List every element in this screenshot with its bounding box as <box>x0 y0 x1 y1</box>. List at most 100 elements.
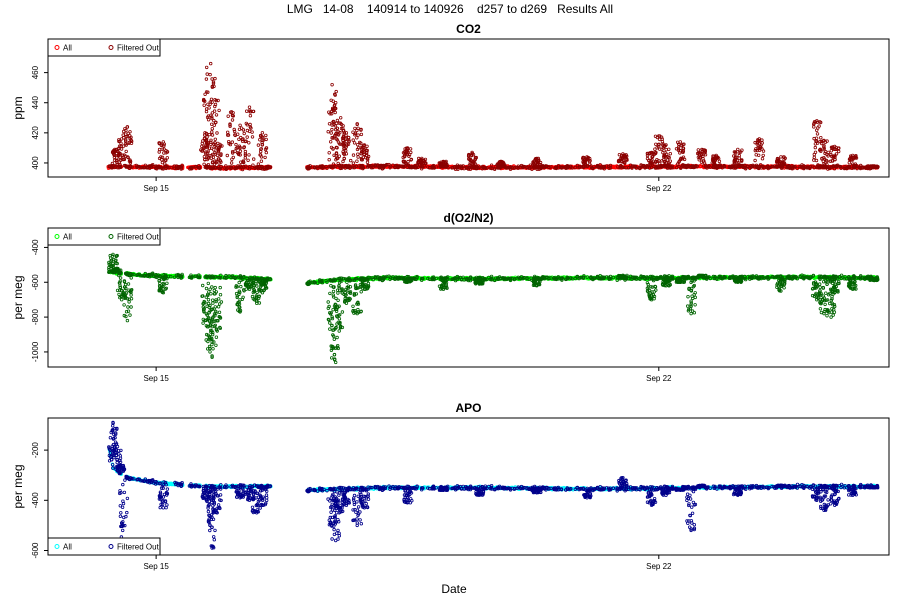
data-point-filtered <box>740 164 744 169</box>
data-point-filtered <box>655 157 659 162</box>
data-point-filtered <box>327 157 331 162</box>
data-point-filtered <box>212 148 216 152</box>
data-point-filtered <box>161 140 165 144</box>
data-point-filtered <box>645 163 649 168</box>
data-point-filtered <box>213 150 217 155</box>
data-point-filtered <box>858 165 862 170</box>
data-point-filtered <box>210 116 214 121</box>
data-point-filtered <box>837 149 841 154</box>
data-point-filtered <box>125 155 130 159</box>
data-point-filtered <box>250 135 255 139</box>
data-point-filtered <box>812 125 816 129</box>
data-point-filtered <box>204 139 209 143</box>
data-point-filtered <box>619 163 623 168</box>
data-point-filtered <box>779 155 783 159</box>
data-point-filtered <box>157 166 162 170</box>
data-point-filtered <box>592 165 596 169</box>
data-point-filtered <box>675 165 679 170</box>
data-point-filtered <box>808 165 813 169</box>
data-point-filtered <box>538 160 543 165</box>
data-point-filtered <box>211 155 216 160</box>
data-point-filtered <box>120 153 124 157</box>
data-point-filtered <box>124 149 128 154</box>
y-tick-label: 460 <box>31 65 40 79</box>
data-point-filtered <box>489 163 494 167</box>
data-point-filtered <box>330 109 334 114</box>
data-point-filtered <box>129 164 133 169</box>
data-point-filtered <box>717 159 722 164</box>
data-point-filtered <box>238 135 243 140</box>
data-point-filtered <box>160 155 165 159</box>
data-point-filtered <box>512 166 516 170</box>
data-point-filtered <box>147 164 152 168</box>
data-point-filtered <box>655 146 659 150</box>
data-point-filtered <box>798 165 803 169</box>
data-point-filtered <box>667 147 671 151</box>
data-point-filtered <box>326 129 330 134</box>
data-point-filtered <box>459 166 464 171</box>
data-point-filtered <box>331 119 336 124</box>
data-point-filtered <box>760 156 765 161</box>
data-point-filtered <box>122 157 127 162</box>
data-point-filtered <box>203 92 207 96</box>
data-point-filtered <box>728 165 732 169</box>
data-point-filtered <box>251 109 256 114</box>
data-point-filtered <box>233 166 237 171</box>
data-point-filtered <box>669 165 674 169</box>
data-point-filtered <box>664 152 669 156</box>
data-point-filtered <box>209 146 214 150</box>
data-point-filtered <box>107 164 111 169</box>
data-point-filtered <box>378 163 382 168</box>
data-point-filtered <box>754 147 758 151</box>
data-point-filtered <box>208 142 213 147</box>
data-point-filtered <box>559 165 563 169</box>
data-point-filtered <box>365 148 369 153</box>
data-point-filtered <box>344 148 348 153</box>
data-point-filtered <box>205 164 210 168</box>
data-point-filtered <box>770 164 774 169</box>
data-point-filtered <box>217 157 221 161</box>
data-point-filtered <box>812 155 816 160</box>
data-point-filtered <box>259 159 264 163</box>
data-point-filtered <box>525 165 529 169</box>
data-point-filtered <box>759 143 763 147</box>
data-point-filtered <box>759 166 763 170</box>
data-point-filtered <box>657 142 661 147</box>
data-point-filtered <box>823 149 828 154</box>
data-point-filtered <box>681 146 685 150</box>
data-point-filtered <box>122 153 126 157</box>
data-point-filtered <box>230 140 234 144</box>
data-point-filtered <box>573 165 577 170</box>
data-point-filtered <box>744 167 748 171</box>
data-point-filtered <box>695 164 699 168</box>
data-point-filtered <box>761 149 766 153</box>
data-point-filtered <box>588 162 592 167</box>
data-point-filtered <box>696 148 700 152</box>
data-point-filtered <box>305 166 309 170</box>
data-point-filtered <box>353 126 357 131</box>
data-point-filtered <box>565 165 570 170</box>
data-point-filtered <box>737 161 741 165</box>
data-point-filtered <box>256 143 261 147</box>
data-point-filtered <box>820 141 824 146</box>
data-point-filtered <box>598 163 602 167</box>
data-point-filtered <box>658 161 662 166</box>
data-point-filtered <box>847 160 851 165</box>
data-point-filtered <box>128 134 132 138</box>
data-point-filtered <box>217 147 221 152</box>
data-point-filtered <box>229 166 233 170</box>
data-point-filtered <box>554 166 559 171</box>
data-point-filtered <box>206 156 210 160</box>
data-point-filtered <box>121 157 125 162</box>
data-point-filtered <box>351 165 355 170</box>
data-point-filtered <box>264 133 268 138</box>
data-point-filtered <box>210 84 214 89</box>
data-point-filtered <box>359 128 363 132</box>
data-point-filtered <box>136 164 140 169</box>
data-point-filtered <box>465 166 470 170</box>
y-tick-label: -400 <box>31 239 40 256</box>
data-point-filtered <box>159 143 164 147</box>
data-point-filtered <box>329 145 334 150</box>
data-point-filtered <box>642 163 646 168</box>
